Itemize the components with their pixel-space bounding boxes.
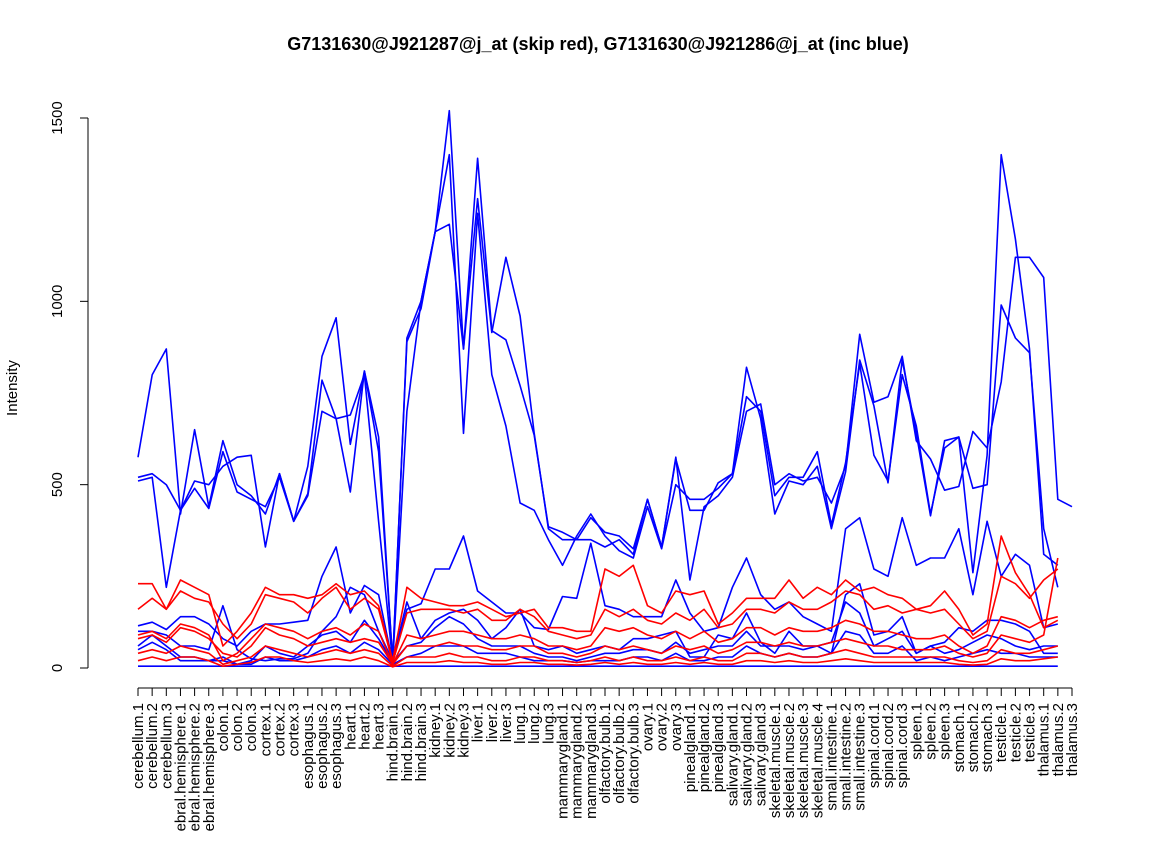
x-tick-label: esophagus.3 xyxy=(328,703,345,789)
x-tick-label: skeletal.muscle.1 xyxy=(767,703,784,818)
x-axis: cerebellum.1cerebellum.2cerebellum.3ebra… xyxy=(130,687,1081,831)
x-tick-label: ebral.hemisphere.2 xyxy=(187,703,204,831)
x-tick-label: pinealgland.1 xyxy=(682,703,699,792)
x-tick-label: ebral.hemisphere.3 xyxy=(201,703,218,831)
y-tick-label: 1500 xyxy=(49,101,66,134)
x-tick-label: ovary.3 xyxy=(668,703,685,751)
x-tick-label: skeletal.muscle.3 xyxy=(795,703,812,818)
x-tick-label: salivary.gland.2 xyxy=(739,703,756,806)
x-tick-label: hind.brain.2 xyxy=(399,703,416,781)
x-tick-label: liver.1 xyxy=(470,703,487,742)
series-line-skip-2 xyxy=(137,568,1059,664)
x-tick-label: esophagus.1 xyxy=(300,703,317,789)
x-tick-label: esophagus.2 xyxy=(314,703,331,789)
series-line-inc-3 xyxy=(137,153,1059,664)
series-line-inc-1 xyxy=(137,109,1073,664)
x-tick-label: skeletal.muscle.2 xyxy=(781,703,798,818)
x-tick-label: spinal.cord.1 xyxy=(866,703,883,788)
series-line-inc-5 xyxy=(138,582,1058,662)
y-tick-label: 0 xyxy=(49,664,66,672)
x-tick-label: cortex.2 xyxy=(272,703,289,756)
plot-series xyxy=(137,109,1073,668)
y-tick-label: 500 xyxy=(49,472,66,497)
x-tick-label: ovary.1 xyxy=(639,703,656,751)
x-tick-label: heart.2 xyxy=(356,703,373,750)
x-tick-label: hind.brain.1 xyxy=(385,703,402,781)
x-tick-label: ovary.2 xyxy=(654,703,671,751)
x-tick-label: ebral.hemisphere.1 xyxy=(172,703,189,831)
series-line-skip-5 xyxy=(137,645,1059,668)
x-tick-label: kidney.3 xyxy=(455,703,472,758)
x-tick-label: cerebellum.3 xyxy=(158,703,175,789)
x-tick-label: stomach.2 xyxy=(965,703,982,772)
x-tick-label: mammarygland.3 xyxy=(583,703,600,819)
series-line-skip-1 xyxy=(138,535,1059,662)
x-tick-label: spleen.2 xyxy=(922,703,939,760)
x-tick-label: cortex.1 xyxy=(257,703,274,756)
x-tick-label: mammarygland.2 xyxy=(569,703,586,819)
x-tick-label: small.intestine.1 xyxy=(823,703,840,811)
x-tick-label: testicle.2 xyxy=(1007,703,1024,762)
x-tick-label: kidney.1 xyxy=(427,703,444,758)
x-tick-label: testicle.3 xyxy=(1022,703,1039,762)
x-tick-label: salivary.gland.1 xyxy=(724,703,741,806)
x-tick-label: olfactory.bulb.3 xyxy=(625,703,642,804)
x-tick-label: colon.1 xyxy=(215,703,232,751)
series-line-skip-4 xyxy=(137,557,1059,666)
x-tick-label: cerebellum.1 xyxy=(130,703,147,789)
x-tick-label: lung.2 xyxy=(526,703,543,744)
y-tick-label: 1000 xyxy=(49,285,66,318)
x-tick-label: thalamus.1 xyxy=(1036,703,1053,776)
x-tick-label: stomach.1 xyxy=(951,703,968,772)
x-tick-label: spleen.3 xyxy=(937,703,954,760)
series-line-skip-3 xyxy=(137,615,1058,666)
x-tick-label: spinal.cord.2 xyxy=(880,703,897,788)
y-axis: 0 500 1000 1500 xyxy=(49,101,89,672)
x-tick-label: pinealgland.2 xyxy=(696,703,713,792)
x-tick-label: heart.1 xyxy=(342,703,359,750)
series-line-skip-6 xyxy=(137,656,1058,668)
chart-title: G7131630@J921287@j_at (skip red), G71316… xyxy=(287,34,909,54)
x-tick-label: kidney.2 xyxy=(441,703,458,758)
x-tick-label: olfactory.bulb.2 xyxy=(611,703,628,804)
x-tick-label: cortex.3 xyxy=(286,703,303,756)
x-tick-label: thalamus.3 xyxy=(1064,703,1081,776)
x-tick-label: small.intestine.2 xyxy=(838,703,855,811)
x-tick-label: lung.1 xyxy=(512,703,529,744)
x-tick-label: spleen.1 xyxy=(908,703,925,760)
x-tick-label: small.intestine.3 xyxy=(852,703,869,811)
x-tick-label: testicle.1 xyxy=(993,703,1010,762)
series-line-inc-4 xyxy=(137,516,1059,664)
x-tick-label: hind.brain.3 xyxy=(413,703,430,781)
series-line-inc-2 xyxy=(137,153,1059,662)
x-tick-label: stomach.3 xyxy=(979,703,996,772)
x-tick-label: spinal.cord.3 xyxy=(894,703,911,788)
x-tick-label: colon.2 xyxy=(229,703,246,751)
x-tick-label: heart.3 xyxy=(371,703,388,750)
x-tick-label: lung.3 xyxy=(540,703,557,744)
x-tick-label: mammarygland.1 xyxy=(555,703,572,819)
x-tick-label: cerebellum.2 xyxy=(144,703,161,789)
x-tick-label: thalamus.2 xyxy=(1050,703,1067,776)
x-tick-label: olfactory.bulb.1 xyxy=(597,703,614,804)
y-axis-label: Intensity xyxy=(4,360,21,416)
x-tick-label: pinealgland.3 xyxy=(710,703,727,792)
x-tick-label: liver.2 xyxy=(484,703,501,742)
x-tick-label: liver.3 xyxy=(498,703,515,742)
x-tick-label: salivary.gland.3 xyxy=(753,703,770,806)
x-tick-label: skeletal.muscle.4 xyxy=(809,703,826,818)
x-tick-label: colon.3 xyxy=(243,703,260,751)
